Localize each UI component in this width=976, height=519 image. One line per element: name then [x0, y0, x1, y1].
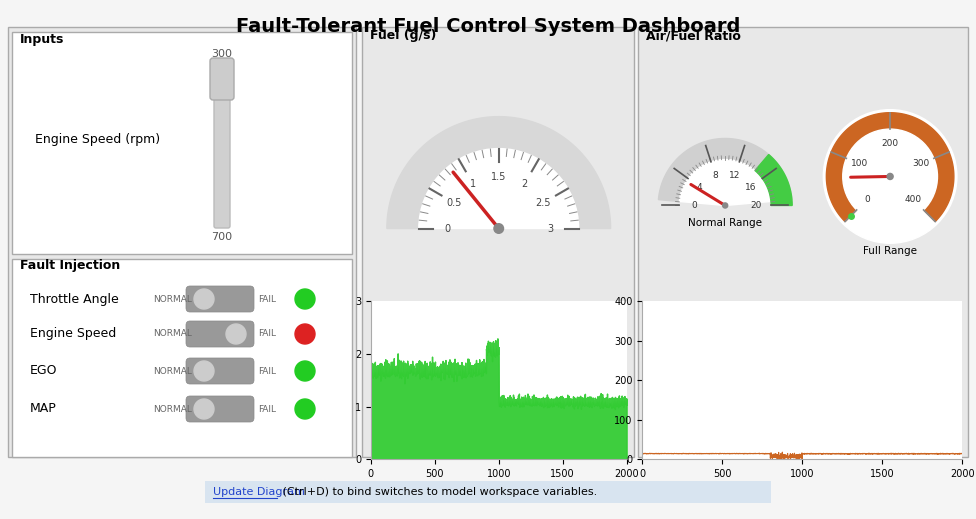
Text: 0: 0	[864, 195, 870, 204]
Text: FAIL: FAIL	[258, 330, 276, 338]
Text: 100: 100	[851, 159, 869, 168]
Text: 1.5: 1.5	[491, 172, 507, 182]
FancyBboxPatch shape	[214, 62, 230, 228]
Circle shape	[842, 129, 938, 224]
Text: 3: 3	[547, 224, 553, 234]
Text: Engine Speed (rpm): Engine Speed (rpm)	[35, 132, 160, 145]
Text: Inputs: Inputs	[20, 33, 64, 46]
Circle shape	[722, 203, 728, 208]
FancyBboxPatch shape	[12, 259, 352, 457]
Text: EGO: EGO	[30, 364, 58, 377]
Text: FAIL: FAIL	[258, 404, 276, 414]
Circle shape	[494, 224, 504, 234]
Text: NORMAL: NORMAL	[153, 330, 192, 338]
Circle shape	[295, 289, 315, 309]
FancyBboxPatch shape	[362, 27, 634, 457]
Circle shape	[226, 324, 246, 344]
Text: 1: 1	[470, 179, 476, 189]
Circle shape	[194, 399, 214, 419]
Text: MAP: MAP	[30, 403, 57, 416]
Text: (Ctrl+D) to bind switches to model workspace variables.: (Ctrl+D) to bind switches to model works…	[279, 487, 597, 497]
Text: FAIL: FAIL	[258, 294, 276, 304]
Text: Engine Speed: Engine Speed	[30, 327, 116, 340]
Text: FAIL: FAIL	[258, 366, 276, 376]
Text: 8: 8	[712, 171, 718, 180]
Text: 300: 300	[212, 49, 232, 59]
FancyBboxPatch shape	[638, 27, 968, 457]
Text: 200: 200	[881, 139, 899, 148]
Circle shape	[824, 110, 956, 243]
Text: Full Range: Full Range	[863, 245, 917, 255]
Text: 300: 300	[912, 159, 929, 168]
FancyBboxPatch shape	[186, 286, 254, 312]
Text: NORMAL: NORMAL	[153, 366, 192, 376]
Text: Air/Fuel Ratio: Air/Fuel Ratio	[646, 30, 741, 43]
FancyBboxPatch shape	[210, 58, 234, 100]
FancyBboxPatch shape	[186, 358, 254, 384]
Circle shape	[887, 173, 893, 180]
Text: Fault Injection: Fault Injection	[20, 260, 120, 272]
Text: 2: 2	[521, 179, 527, 189]
Polygon shape	[755, 155, 793, 206]
Text: 20: 20	[751, 201, 762, 210]
Text: 700: 700	[212, 232, 232, 242]
Text: 0: 0	[691, 201, 697, 210]
Text: Update Diagram: Update Diagram	[213, 487, 305, 497]
Text: NORMAL: NORMAL	[153, 404, 192, 414]
FancyBboxPatch shape	[205, 481, 771, 503]
Circle shape	[295, 324, 315, 344]
Text: 400: 400	[905, 195, 922, 204]
Wedge shape	[419, 148, 579, 228]
Circle shape	[295, 399, 315, 419]
Wedge shape	[679, 159, 771, 206]
Circle shape	[194, 361, 214, 381]
Polygon shape	[659, 139, 792, 201]
Text: 2.5: 2.5	[535, 198, 550, 208]
Polygon shape	[386, 117, 611, 228]
FancyBboxPatch shape	[186, 321, 254, 347]
Circle shape	[194, 289, 214, 309]
FancyBboxPatch shape	[12, 32, 352, 254]
Polygon shape	[827, 113, 954, 222]
Text: 12: 12	[729, 171, 741, 180]
Text: Normal Range: Normal Range	[688, 218, 762, 228]
Text: 0: 0	[444, 224, 451, 234]
Text: 16: 16	[745, 183, 756, 192]
FancyBboxPatch shape	[186, 396, 254, 422]
Text: Throttle Angle: Throttle Angle	[30, 293, 119, 306]
Text: 0.5: 0.5	[447, 198, 462, 208]
Text: 4: 4	[697, 183, 703, 192]
Circle shape	[295, 361, 315, 381]
Text: Fuel (g/s): Fuel (g/s)	[370, 30, 436, 43]
FancyBboxPatch shape	[8, 27, 356, 457]
Text: NORMAL: NORMAL	[153, 294, 192, 304]
Text: Fault-Tolerant Fuel Control System Dashboard: Fault-Tolerant Fuel Control System Dashb…	[236, 17, 740, 35]
